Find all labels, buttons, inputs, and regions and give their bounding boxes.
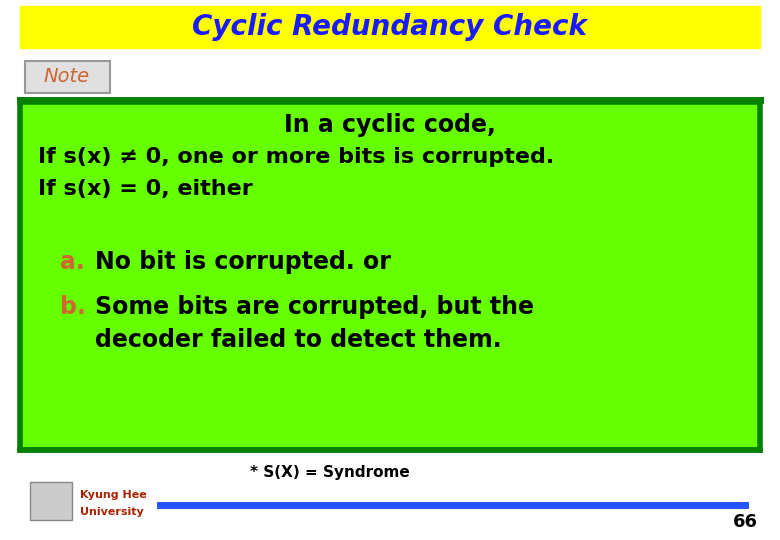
Text: If s(x) = 0, either: If s(x) = 0, either [38, 179, 253, 199]
Bar [30, 482, 72, 520]
Bar [20, 6, 760, 48]
Text: b.: b. [60, 295, 86, 319]
Text: Note: Note [44, 68, 90, 86]
Text: If s(x) ≠ 0, one or more bits is corrupted.: If s(x) ≠ 0, one or more bits is corrupt… [38, 147, 555, 167]
Text: No bit is corrupted. or: No bit is corrupted. or [95, 250, 391, 274]
Text: Kyung Hee: Kyung Hee [80, 490, 147, 500]
Text: * S(X) = Syndrome: * S(X) = Syndrome [250, 464, 410, 480]
Text: Some bits are corrupted, but the: Some bits are corrupted, but the [95, 295, 534, 319]
Bar [25, 61, 110, 93]
Text: In a cyclic code,: In a cyclic code, [284, 113, 496, 137]
Text: decoder failed to detect them.: decoder failed to detect them. [95, 328, 502, 352]
Bar [20, 102, 760, 450]
Text: a.: a. [60, 250, 85, 274]
Text: University: University [80, 507, 144, 517]
Text: Cyclic Redundancy Check: Cyclic Redundancy Check [193, 13, 587, 41]
Text: 66: 66 [733, 513, 758, 531]
